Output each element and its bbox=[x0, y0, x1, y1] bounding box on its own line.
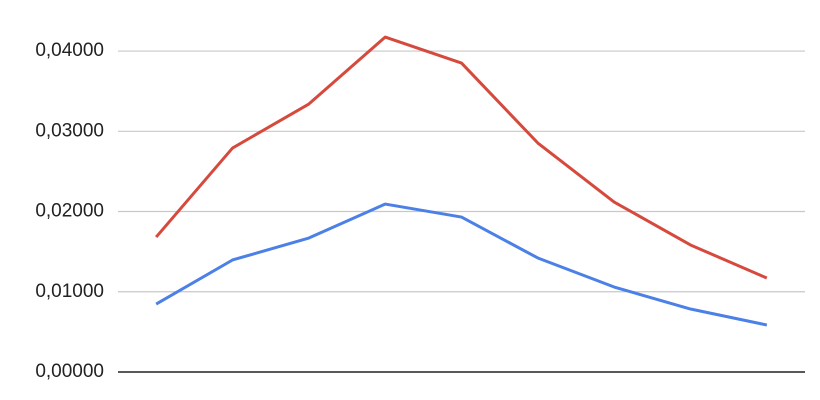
series-line bbox=[155, 202, 768, 327]
y-tick-label: 0,00000 bbox=[35, 361, 104, 382]
y-tick-label: 0,01000 bbox=[35, 281, 104, 302]
y-tick-label: 0,03000 bbox=[35, 120, 104, 141]
series-line bbox=[155, 35, 768, 280]
y-tick-label: 0,02000 bbox=[35, 201, 104, 222]
y-tick-label: 0,04000 bbox=[35, 40, 104, 61]
